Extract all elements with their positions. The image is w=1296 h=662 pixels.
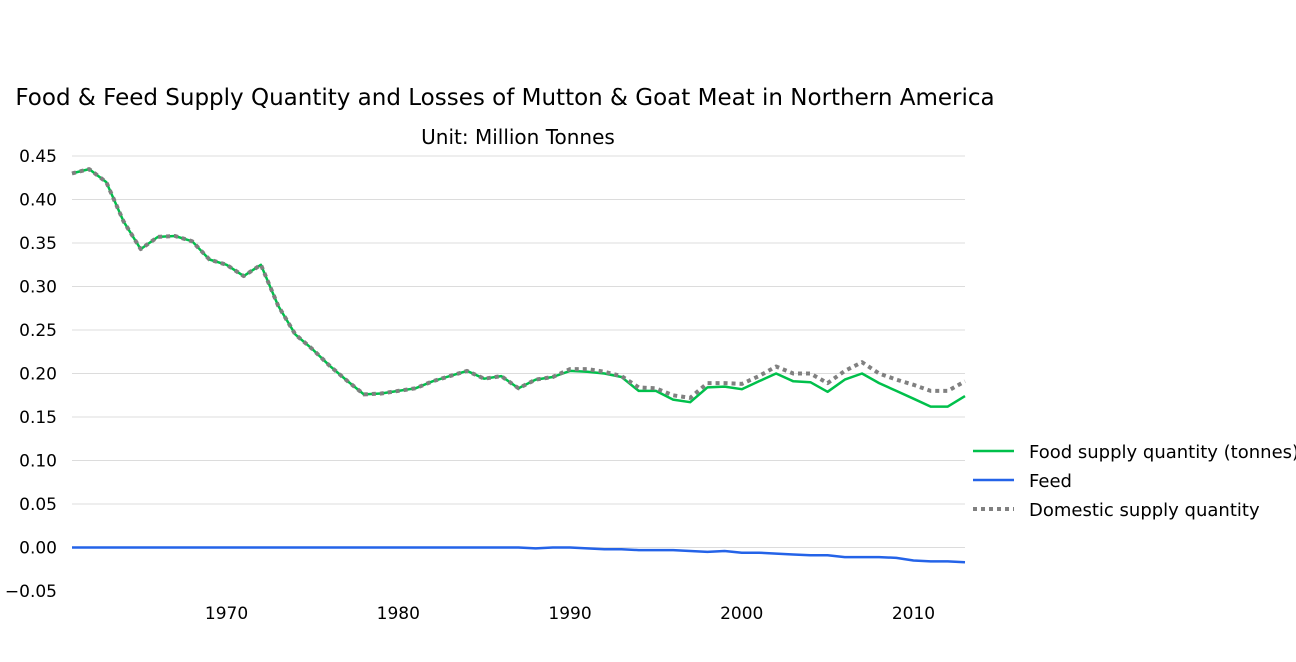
y-tick-label: 0.35 xyxy=(19,234,57,254)
chart-title: Food & Feed Supply Quantity and Losses o… xyxy=(15,85,994,111)
legend-label: Domestic supply quantity xyxy=(1029,500,1260,521)
x-tick-label: 1990 xyxy=(548,604,591,624)
y-tick-label: 0.25 xyxy=(19,321,57,341)
gridlines xyxy=(72,155,965,548)
chart-subtitle: Unit: Million Tonnes xyxy=(421,125,615,149)
y-tick-label: 0.20 xyxy=(19,365,57,385)
series-line-feed xyxy=(72,546,966,564)
legend-label: Food supply quantity (tonnes) xyxy=(1029,442,1296,463)
x-tick-label: 2000 xyxy=(720,604,763,624)
x-tick-label: 2010 xyxy=(892,604,935,624)
y-tick-label: 0.45 xyxy=(19,147,57,167)
y-tick-label: −0.05 xyxy=(5,582,57,602)
y-tick-label: 0.10 xyxy=(19,452,57,472)
y-tick-label: 0.00 xyxy=(19,539,57,559)
y-tick-label: 0.40 xyxy=(19,191,57,211)
y-axis-ticks: 0.45 0.40 0.35 0.30 0.25 0.20 0.15 0.10 0.05 0.00… xyxy=(5,147,57,602)
x-tick-label: 1970 xyxy=(205,604,248,624)
series-line-domestic-supply-quantity xyxy=(71,167,966,400)
series-line-food-supply-quantity-tonnes xyxy=(71,167,966,408)
y-tick-label: 0.05 xyxy=(19,495,57,515)
legend-label: Feed xyxy=(1029,471,1072,492)
plot-area xyxy=(71,167,966,564)
y-tick-label: 0.15 xyxy=(19,408,57,428)
y-tick-label: 0.30 xyxy=(19,278,57,298)
x-axis-ticks: 1970 1980 1990 2000 2010 xyxy=(205,604,935,624)
x-tick-label: 1980 xyxy=(377,604,420,624)
legend: Food supply quantity (tonnes) Feed Domesti… xyxy=(973,442,1296,521)
